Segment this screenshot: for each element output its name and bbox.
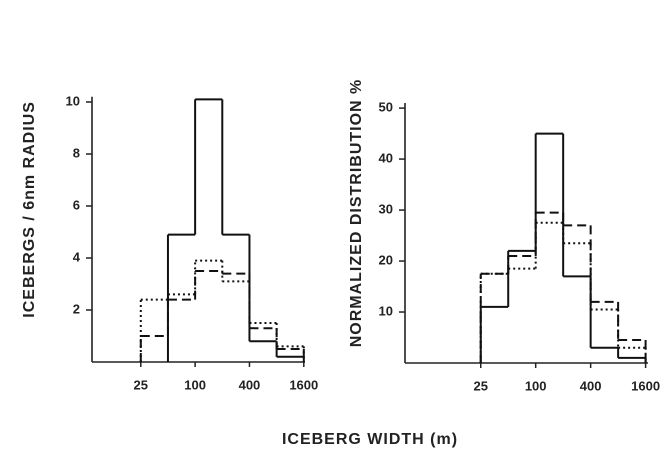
y-tick-label: 50 bbox=[379, 100, 393, 115]
x-tick-label: 1600 bbox=[289, 377, 318, 392]
x-tick-label: 25 bbox=[474, 378, 488, 393]
y-tick-label: 10 bbox=[66, 93, 80, 108]
y-tick-label: 4 bbox=[73, 249, 81, 264]
x-tick-label: 25 bbox=[134, 377, 148, 392]
y-tick-label: 6 bbox=[73, 197, 80, 212]
x-axis-label: ICEBERG WIDTH (m) bbox=[282, 431, 458, 448]
x-tick-label: 400 bbox=[580, 378, 602, 393]
y-tick-label: 40 bbox=[379, 151, 393, 166]
y-tick-label: 2 bbox=[73, 301, 80, 316]
y-tick-label: 20 bbox=[379, 252, 393, 267]
y-tick-label: 10 bbox=[379, 303, 393, 318]
x-tick-label: 1600 bbox=[631, 378, 660, 393]
x-tick-label: 100 bbox=[525, 378, 547, 393]
y-axis-label: NORMALIZED DISTRIBUTION % bbox=[348, 79, 365, 348]
x-tick-label: 400 bbox=[239, 377, 261, 392]
y-tick-label: 30 bbox=[379, 201, 393, 216]
y-axis-label: ICEBERGS / 6nm RADIUS bbox=[21, 101, 38, 318]
y-tick-label: 8 bbox=[73, 145, 80, 160]
x-tick-label: 100 bbox=[184, 377, 206, 392]
